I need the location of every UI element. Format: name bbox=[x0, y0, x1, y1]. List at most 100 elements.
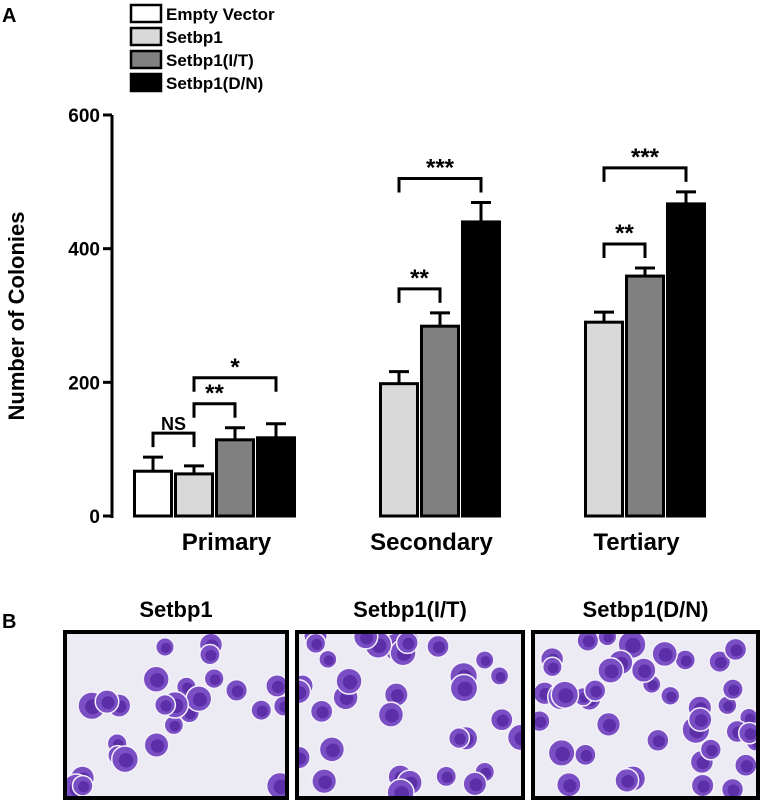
cell-nucleus bbox=[744, 728, 757, 740]
cell-nucleus bbox=[316, 706, 329, 719]
cell-nucleus bbox=[697, 780, 710, 793]
cell-nucleus bbox=[534, 716, 547, 728]
significance-label: *** bbox=[426, 155, 455, 182]
panel-label: A bbox=[2, 5, 16, 27]
error-bar bbox=[389, 370, 409, 384]
x-tick-label: Secondary bbox=[370, 529, 493, 556]
y-tick-label: 400 bbox=[68, 240, 100, 261]
cell-nucleus bbox=[740, 760, 753, 773]
cell-nucleus bbox=[78, 781, 90, 793]
cells bbox=[533, 632, 758, 798]
cell-nucleus bbox=[205, 650, 217, 662]
cell-nucleus bbox=[318, 775, 332, 790]
cell-nucleus bbox=[621, 774, 635, 788]
cell-nucleus bbox=[184, 708, 196, 720]
bar bbox=[461, 220, 501, 518]
significance-label: * bbox=[230, 354, 240, 381]
cells bbox=[65, 632, 287, 798]
cell-nucleus bbox=[273, 779, 287, 795]
cell-nucleus bbox=[652, 735, 665, 748]
cell-nucleus bbox=[548, 662, 559, 674]
cell-nucleus bbox=[563, 779, 577, 793]
significance-bracket bbox=[397, 287, 442, 303]
cells bbox=[297, 632, 523, 798]
x-tick-label: Primary bbox=[182, 529, 272, 556]
legend-label: Setbp1(I/T) bbox=[166, 51, 254, 70]
error-bar bbox=[676, 190, 696, 204]
bar bbox=[174, 472, 214, 518]
legend-swatch bbox=[129, 26, 163, 47]
cell-nucleus bbox=[647, 680, 658, 691]
significance-label: NS bbox=[161, 414, 186, 434]
micrograph-frame bbox=[63, 630, 289, 800]
cell-nucleus bbox=[150, 739, 165, 753]
cell-nucleus bbox=[495, 671, 506, 682]
significance-bracket bbox=[192, 376, 278, 392]
cell-nucleus bbox=[150, 673, 165, 688]
cell-nucleus bbox=[658, 647, 673, 662]
legend-label: Empty Vector bbox=[166, 5, 275, 24]
cell-nucleus bbox=[638, 664, 652, 678]
cell-nucleus bbox=[694, 714, 708, 727]
significance-label: ** bbox=[410, 265, 429, 292]
cell-nucleus bbox=[590, 685, 602, 698]
cell-nucleus bbox=[469, 778, 483, 792]
cell-nucleus bbox=[457, 681, 473, 697]
cell-nucleus bbox=[727, 784, 740, 797]
significance-label: ** bbox=[615, 220, 634, 247]
cell-nucleus bbox=[730, 644, 743, 657]
cell-nucleus bbox=[160, 642, 172, 654]
cell-nucleus bbox=[582, 635, 595, 648]
bar bbox=[133, 469, 173, 518]
panel-label: B bbox=[2, 611, 16, 633]
cell-nucleus bbox=[271, 680, 285, 694]
cell-nucleus bbox=[514, 731, 523, 746]
legend-label: Setbp1(D/N) bbox=[166, 74, 263, 93]
cell-nucleus bbox=[558, 688, 574, 704]
error-bar bbox=[471, 201, 491, 222]
bar bbox=[379, 382, 419, 518]
significance-bracket bbox=[151, 431, 196, 448]
error-bar bbox=[225, 426, 245, 440]
cell-nucleus bbox=[603, 632, 614, 643]
cell-nucleus bbox=[118, 752, 134, 768]
cell-nucleus bbox=[555, 746, 570, 762]
image-title: Setbp1(D/N) bbox=[583, 597, 709, 622]
cell-nucleus bbox=[209, 674, 221, 686]
cell-nucleus bbox=[394, 786, 409, 798]
image-title: Setbp1(I/T) bbox=[353, 597, 467, 622]
micrograph-frame bbox=[531, 630, 760, 800]
significance-label: *** bbox=[631, 144, 660, 171]
cell-nucleus bbox=[706, 744, 718, 757]
cell-nucleus bbox=[323, 655, 334, 666]
cell-nucleus bbox=[339, 691, 354, 706]
legend-swatch bbox=[129, 49, 163, 70]
cell-nucleus bbox=[454, 733, 466, 745]
bar bbox=[215, 438, 255, 518]
error-bar bbox=[143, 455, 163, 472]
cell-nucleus bbox=[231, 685, 244, 698]
cell-nucleus bbox=[728, 684, 740, 696]
significance-bracket bbox=[397, 177, 483, 193]
error-bar bbox=[266, 422, 286, 438]
cell-nucleus bbox=[256, 705, 268, 717]
cell-nucleus bbox=[326, 743, 340, 758]
cell-nucleus bbox=[744, 713, 755, 724]
significance-bracket bbox=[602, 242, 647, 259]
y-tick-label: 0 bbox=[89, 507, 100, 528]
legend-swatch bbox=[129, 72, 163, 93]
significance-bracket bbox=[602, 166, 688, 182]
cell-nucleus bbox=[385, 708, 399, 723]
significance-bracket bbox=[192, 402, 237, 418]
y-tick-label: 600 bbox=[68, 106, 100, 127]
cell-nucleus bbox=[441, 771, 453, 783]
cell-nucleus bbox=[342, 675, 358, 690]
bar bbox=[256, 436, 296, 518]
cell-nucleus bbox=[480, 655, 491, 667]
cell-nucleus bbox=[723, 701, 734, 712]
cell-nucleus bbox=[496, 714, 509, 727]
cell-nucleus bbox=[311, 638, 323, 650]
legend-swatch bbox=[129, 3, 163, 24]
cell-nucleus bbox=[714, 656, 727, 669]
